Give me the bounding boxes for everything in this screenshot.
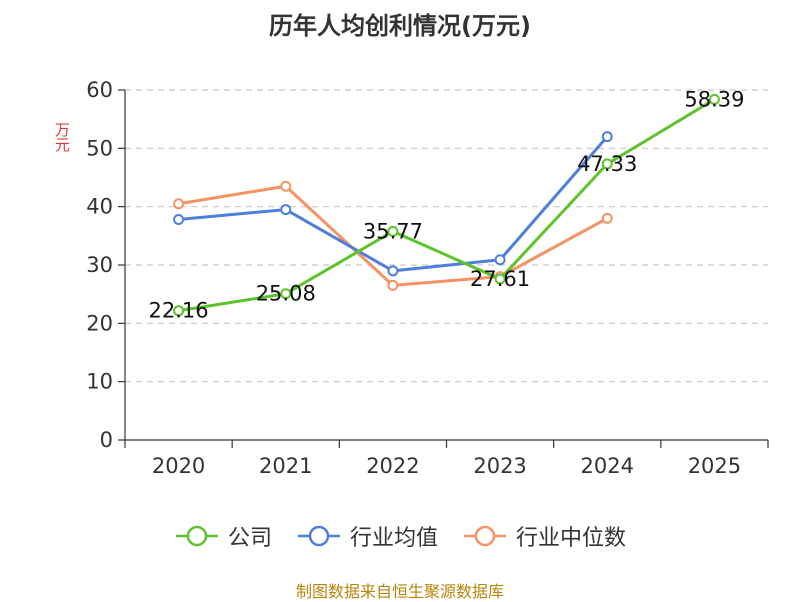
- legend-item-company[interactable]: 公司: [174, 520, 272, 552]
- data-point[interactable]: [280, 204, 292, 216]
- x-tick-label: 2023: [473, 454, 526, 478]
- data-label: 58.39: [684, 87, 744, 111]
- y-tick-label: 60: [86, 78, 113, 102]
- data-point[interactable]: [387, 265, 399, 277]
- legend-marker-icon: [297, 525, 340, 547]
- data-point[interactable]: [708, 93, 720, 105]
- legend-label-industry-median: 行业中位数: [516, 526, 627, 551]
- chart-title: 历年人均创利情况(万元): [269, 12, 531, 40]
- y-tick-label: 50: [86, 136, 113, 160]
- legend-circle: [308, 525, 330, 547]
- axes: 0 10 20 30 40 50 60 2020 2021 2022 2023 2024 2025: [86, 78, 769, 478]
- y-tick-label: 10: [86, 370, 113, 394]
- series-line-0: [178, 98, 716, 313]
- legend-marker-icon: [175, 525, 218, 547]
- x-tick-label: 2024: [581, 454, 634, 478]
- data-point[interactable]: [387, 225, 399, 237]
- data-label: 35.77: [363, 219, 423, 243]
- y-tick-label: 40: [86, 195, 113, 219]
- grid-lines: [125, 89, 768, 383]
- data-source-note: 制图数据来自恒生聚源数据库: [295, 582, 504, 601]
- data-point[interactable]: [601, 212, 613, 224]
- legend: 公司 行业均值 行业中位数: [0, 520, 800, 552]
- data-point[interactable]: [280, 180, 292, 192]
- legend-label-industry-avg: 行业均值: [349, 526, 438, 551]
- data-point[interactable]: [173, 214, 185, 225]
- data-label: 47.33: [577, 152, 637, 176]
- series-lines: [173, 93, 720, 317]
- y-tick-label: 0: [100, 428, 113, 452]
- legend-label-company: 公司: [227, 526, 272, 551]
- y-tick-label: 20: [86, 311, 113, 335]
- data-point[interactable]: [387, 279, 399, 291]
- legend-circle: [186, 525, 208, 547]
- x-tick-label: 2022: [366, 454, 419, 478]
- x-tick-label: 2021: [259, 454, 312, 478]
- legend-circle: [474, 525, 496, 547]
- series-line-1: [178, 135, 609, 273]
- x-tick-label: 2025: [688, 454, 741, 478]
- y-axis-unit: 万元: [53, 122, 71, 152]
- legend-marker-icon: [464, 525, 506, 547]
- y-tick-label: 30: [86, 253, 113, 277]
- x-tick-label: 2020: [152, 454, 205, 478]
- legend-item-industry-avg[interactable]: 行业均值: [296, 520, 438, 552]
- data-point[interactable]: [601, 158, 613, 170]
- data-point[interactable]: [173, 198, 185, 210]
- data-labels: 22.16 25.08 35.77 27.61 47.33 58.39: [149, 87, 745, 322]
- data-label: 25.08: [256, 282, 316, 306]
- data-point[interactable]: [601, 131, 613, 143]
- data-point[interactable]: [494, 254, 506, 266]
- data-point[interactable]: [280, 288, 292, 300]
- legend-item-industry-median[interactable]: 行业中位数: [462, 520, 626, 552]
- data-point[interactable]: [173, 305, 185, 317]
- data-label: 27.61: [470, 267, 530, 291]
- data-point[interactable]: [494, 273, 506, 285]
- data-label: 22.16: [149, 299, 209, 323]
